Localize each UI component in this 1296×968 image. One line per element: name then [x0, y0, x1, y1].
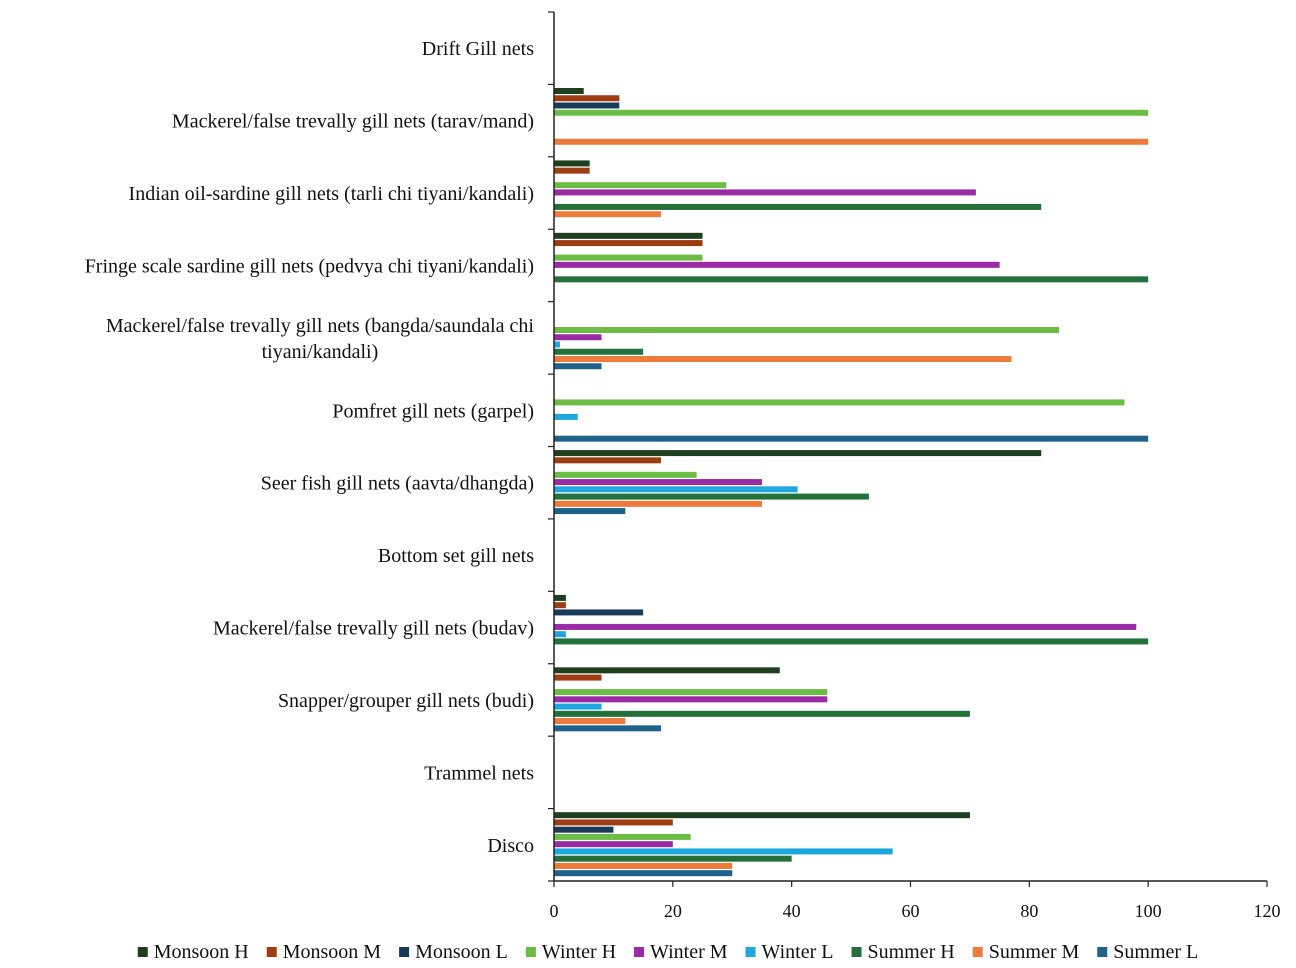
bar-monsoon-m — [554, 819, 673, 826]
bar-summer-h — [554, 855, 792, 862]
legend-swatch — [851, 947, 862, 957]
bar-summer-l — [554, 870, 733, 877]
legend-label: Winter M — [650, 941, 728, 963]
bar-monsoon-m — [554, 602, 566, 609]
legend-swatch — [745, 947, 756, 957]
bar-monsoon-h — [554, 450, 1042, 457]
legend: Monsoon H Monsoon M Monsoon L Winter H Winte… — [137, 941, 1198, 963]
bar-winter-l — [554, 341, 560, 348]
legend-label: Monsoon M — [283, 941, 382, 963]
bar-summer-h — [554, 493, 869, 500]
bar-winter-l — [554, 413, 578, 420]
bar-winter-h — [554, 109, 1149, 116]
bar-monsoon-h — [554, 160, 590, 167]
bar-winter-h — [554, 182, 727, 189]
category-label: Pomfret gill nets (garpel) — [332, 400, 534, 422]
bar-winter-m — [554, 261, 1000, 268]
bar-summer-m — [554, 862, 733, 869]
legend-swatch — [972, 947, 983, 957]
x-tick-label: 40 — [783, 901, 801, 921]
bar-winter-m — [554, 479, 762, 486]
category-label: Snapper/grouper gill nets (budi) — [278, 690, 534, 712]
bar-monsoon-m — [554, 95, 620, 102]
category-label: Mackerel/false trevally gill nets (bangd… — [106, 315, 535, 363]
bar-summer-m — [554, 211, 661, 218]
bar-winter-m — [554, 841, 673, 848]
legend-label: Winter L — [762, 941, 834, 963]
bar-monsoon-l — [554, 102, 620, 109]
bar-summer-l — [554, 725, 661, 732]
bar-winter-h — [554, 399, 1125, 406]
bar-winter-m — [554, 696, 828, 703]
bar-summer-l — [554, 435, 1149, 442]
x-tick-label: 100 — [1135, 901, 1162, 921]
legend-label: Monsoon L — [415, 941, 508, 963]
bar-winter-l — [554, 848, 893, 855]
bar-summer-m — [554, 718, 626, 725]
legend-label: Summer H — [868, 941, 955, 963]
category-label: Fringe scale sardine gill nets (pedvya c… — [85, 255, 534, 277]
category-label: Bottom set gill nets — [378, 545, 534, 567]
x-tick-label: 0 — [550, 901, 559, 921]
bar-monsoon-m — [554, 240, 703, 247]
category-label: Drift Gill nets — [422, 38, 534, 60]
bar-monsoon-h — [554, 667, 780, 674]
legend-label: Winter H — [542, 941, 616, 963]
bar-winter-m — [554, 189, 976, 196]
legend-swatch — [634, 947, 645, 957]
category-label: Disco — [487, 835, 534, 857]
x-tick-label: 20 — [664, 901, 682, 921]
bar-summer-l — [554, 363, 602, 370]
x-tick-label: 120 — [1254, 901, 1281, 921]
bar-monsoon-l — [554, 609, 644, 616]
bar-monsoon-h — [554, 812, 970, 819]
legend-label: Summer L — [1113, 941, 1198, 963]
bar-monsoon-h — [554, 88, 584, 94]
legend-label: Monsoon H — [154, 941, 249, 963]
bars-group — [554, 88, 1149, 877]
category-label: Seer fish gill nets (aavta/dhangda) — [261, 473, 534, 495]
legend-swatch — [137, 947, 148, 957]
legend-swatch — [266, 947, 277, 957]
bar-summer-h — [554, 203, 1042, 210]
bar-summer-m — [554, 356, 1012, 362]
bar-winter-h — [554, 471, 697, 478]
bar-winter-h — [554, 254, 703, 261]
bar-monsoon-h — [554, 232, 703, 239]
bar-monsoon-h — [554, 594, 566, 601]
bar-summer-m — [554, 500, 762, 507]
bar-winter-h — [554, 833, 691, 840]
x-axis: 0 20 40 60 80 100 120 — [550, 880, 1281, 921]
bar-winter-l — [554, 631, 566, 638]
category-labels: Drift Gill nets Mackerel/false trevally g… — [85, 38, 535, 857]
bar-summer-l — [554, 508, 626, 515]
x-tick-label: 60 — [902, 901, 920, 921]
bar-winter-l — [554, 486, 798, 493]
bar-summer-h — [554, 276, 1149, 283]
category-label: Trammel nets — [424, 762, 534, 784]
bar-winter-m — [554, 334, 602, 341]
legend-swatch — [525, 947, 536, 957]
bar-summer-h — [554, 348, 644, 355]
category-label: Indian oil-sardine gill nets (tarli chi … — [129, 183, 534, 205]
bar-winter-l — [554, 703, 602, 710]
bar-monsoon-m — [554, 457, 661, 464]
bar-summer-h — [554, 710, 970, 717]
bar-summer-h — [554, 638, 1149, 645]
bar-monsoon-l — [554, 826, 614, 833]
y-axis — [548, 11, 555, 882]
category-label: Mackerel/false trevally gill nets (tarav… — [172, 111, 534, 133]
bar-monsoon-m — [554, 674, 602, 681]
category-label: Mackerel/false trevally gill nets (budav… — [213, 618, 534, 640]
x-tick-label: 80 — [1020, 901, 1038, 921]
bar-monsoon-m — [554, 167, 590, 174]
legend-swatch — [1097, 947, 1108, 957]
bar-summer-m — [554, 138, 1149, 145]
legend-label: Summer M — [989, 941, 1080, 963]
bar-winter-h — [554, 689, 828, 696]
bar-winter-m — [554, 623, 1137, 630]
bar-winter-h — [554, 327, 1060, 333]
legend-swatch — [399, 947, 410, 957]
